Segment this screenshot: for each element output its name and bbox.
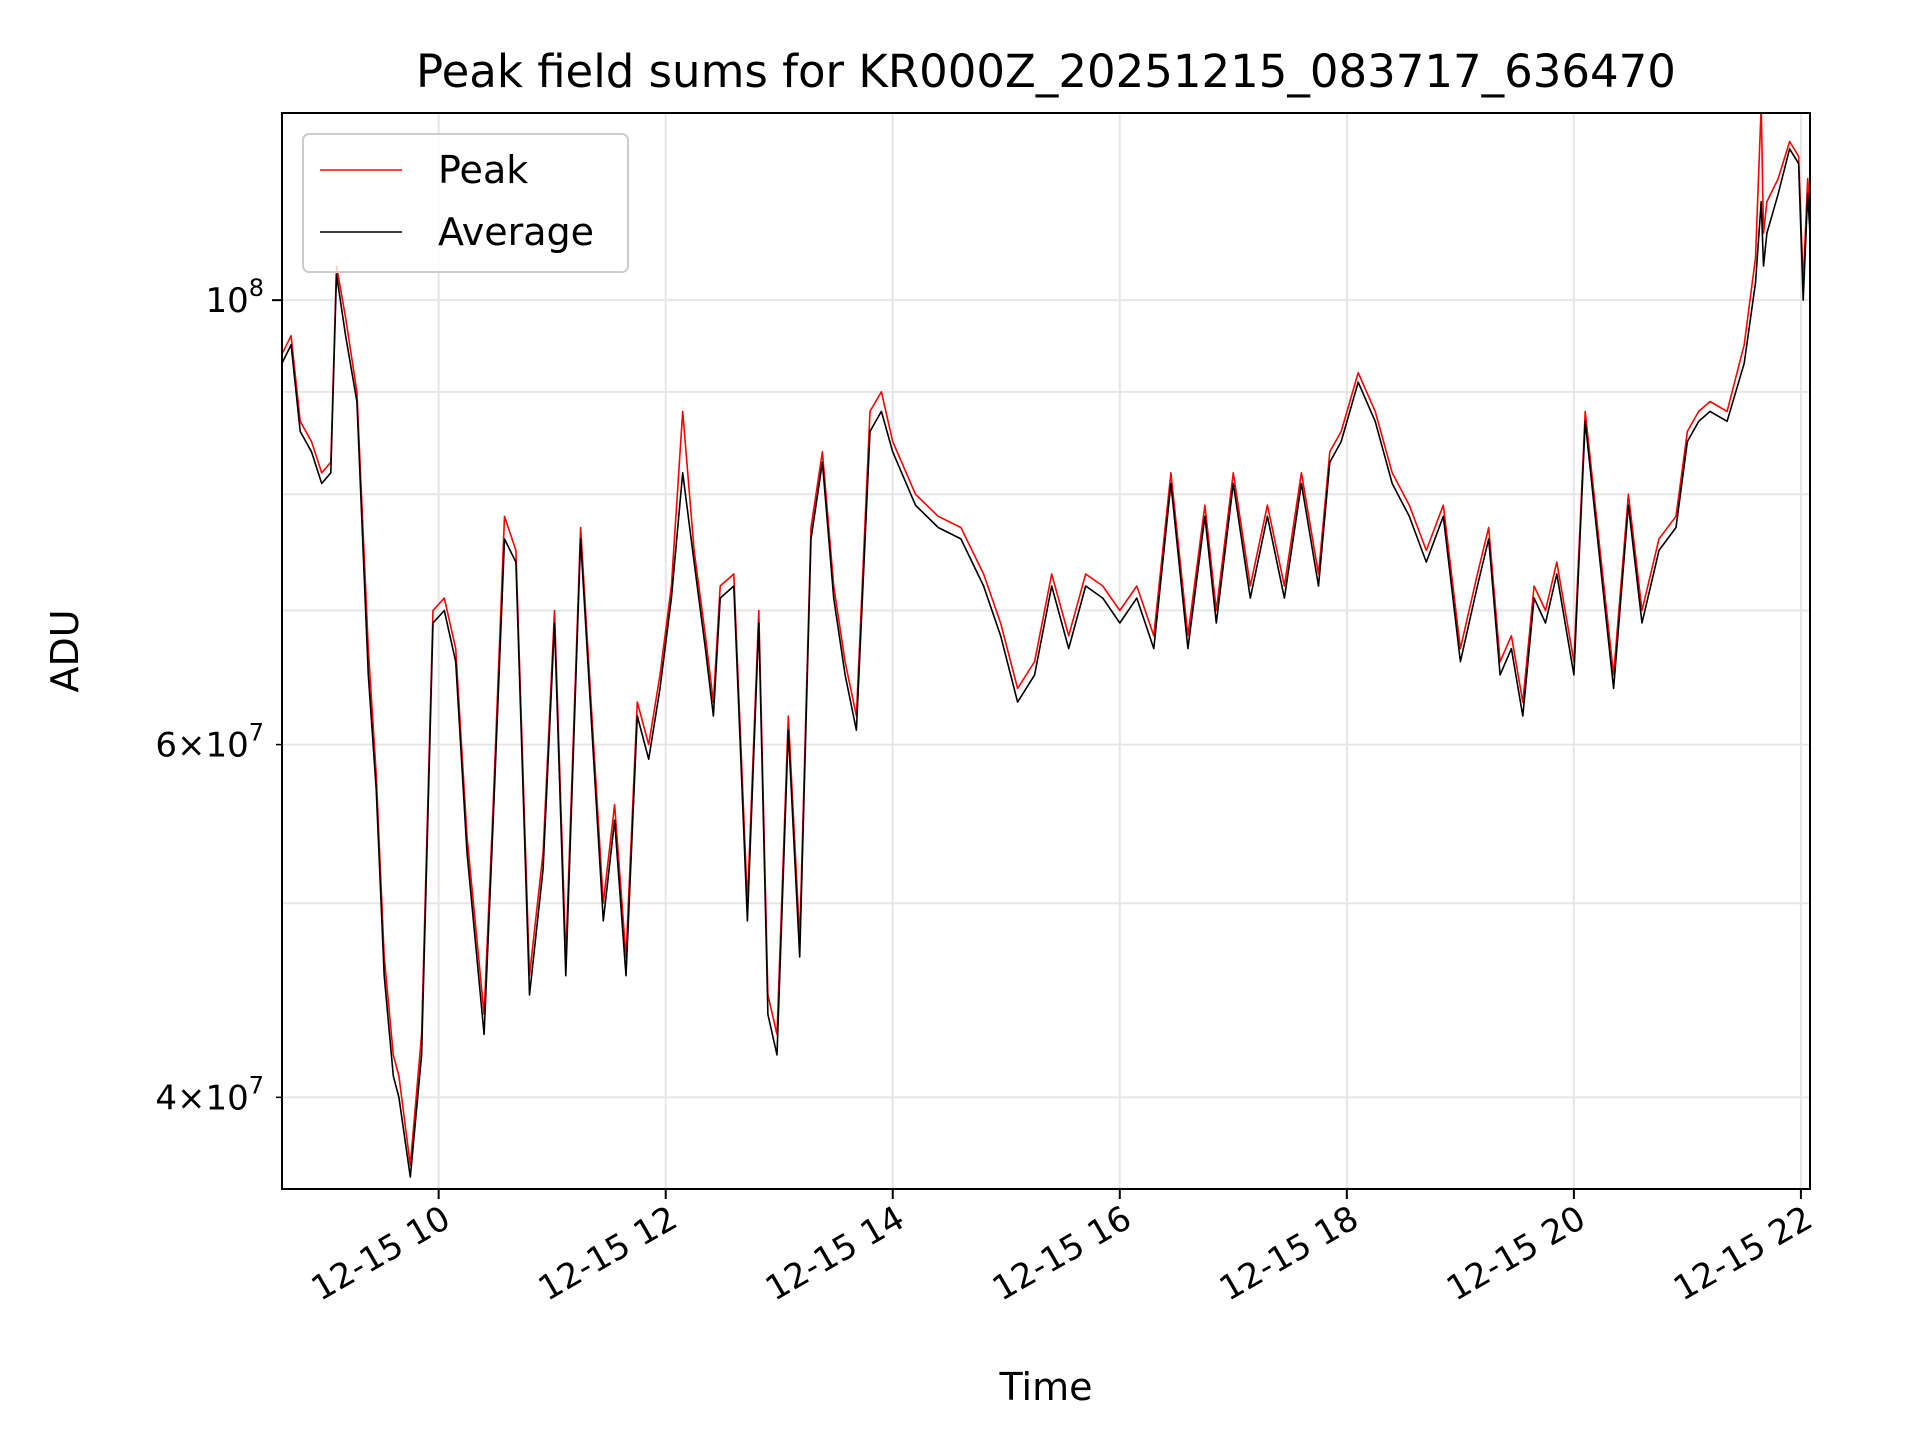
legend: Peak Average	[302, 133, 629, 273]
x-axis-label: Time	[999, 1365, 1093, 1409]
series-layer	[282, 113, 1810, 1178]
x-tick-label: 12-15 16	[986, 1198, 1138, 1309]
series-line-average	[282, 148, 1810, 1178]
x-tick-label: 12-15 10	[305, 1198, 457, 1309]
legend-label-peak: Peak	[438, 148, 528, 192]
plot-frame	[281, 112, 1811, 1190]
y-tick-label: 4×107	[155, 1071, 264, 1118]
y-tick-label: 6×107	[155, 719, 264, 766]
chart-title: Peak field sums for KR000Z_20251215_0837…	[416, 45, 1676, 98]
grid-lines	[282, 113, 1810, 1189]
x-tick-label: 12-15 12	[532, 1198, 684, 1309]
series-line-peak	[282, 113, 1810, 1166]
x-tick-label: 12-15 20	[1440, 1198, 1592, 1309]
x-axis: 12-15 10 12-15 12 12-15 14 12-15 16 12-15 18…	[305, 1189, 1819, 1309]
x-tick-label: 12-15 18	[1213, 1198, 1365, 1309]
y-axis: 108 4×107 6×107	[155, 274, 282, 1118]
y-axis-label: ADU	[43, 609, 87, 692]
legend-label-average: Average	[438, 210, 594, 254]
y-tick-label: 108	[205, 274, 264, 321]
x-tick-label: 12-15 22	[1667, 1198, 1819, 1309]
legend-box	[302, 133, 629, 273]
x-tick-label: 12-15 14	[759, 1198, 911, 1309]
